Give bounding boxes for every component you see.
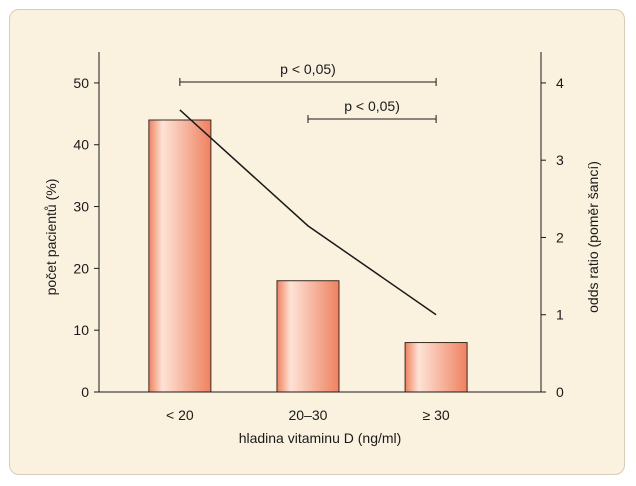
y2-tick-label: 3 [556,152,564,168]
bar [148,119,212,393]
x-tick-label: ≥ 30 [423,407,450,423]
x-tick-label: < 20 [166,407,194,423]
y-tick-label: 20 [73,260,89,276]
significance-label: p < 0,05) [344,98,400,114]
y2-axis-title: odds ratio (poměr šancí) [585,161,601,313]
significance-label: p < 0,05) [280,61,336,77]
axes-group [98,52,542,393]
y-tick-label: 0 [81,384,89,400]
y-tick-label: 40 [73,137,89,153]
x-axis-title: hladina vitaminu D (ng/ml) [239,430,402,446]
y-tick-label: 10 [73,322,89,338]
y2-tick-label: 1 [556,307,564,323]
line-group [179,109,437,316]
odds-ratio-line [179,109,437,316]
ticks-group: 0 10 20 30 40 50 0 1 2 3 4 < 20 20–30 ≥ 30 [73,75,564,423]
chart-frame [9,9,625,475]
y2-tick-label: 0 [556,384,564,400]
y2-tick-label: 4 [556,75,564,91]
annotations-group: p < 0,05) p < 0,05) [179,61,437,123]
bars-group [148,119,468,393]
y-axis-title: počet pacientů (%) [43,179,59,296]
y-tick-label: 50 [73,75,89,91]
bar [276,280,340,393]
y2-tick-label: 2 [556,229,564,245]
y-tick-label: 30 [73,199,89,215]
bar [404,342,468,393]
x-tick-label: 20–30 [289,407,328,423]
